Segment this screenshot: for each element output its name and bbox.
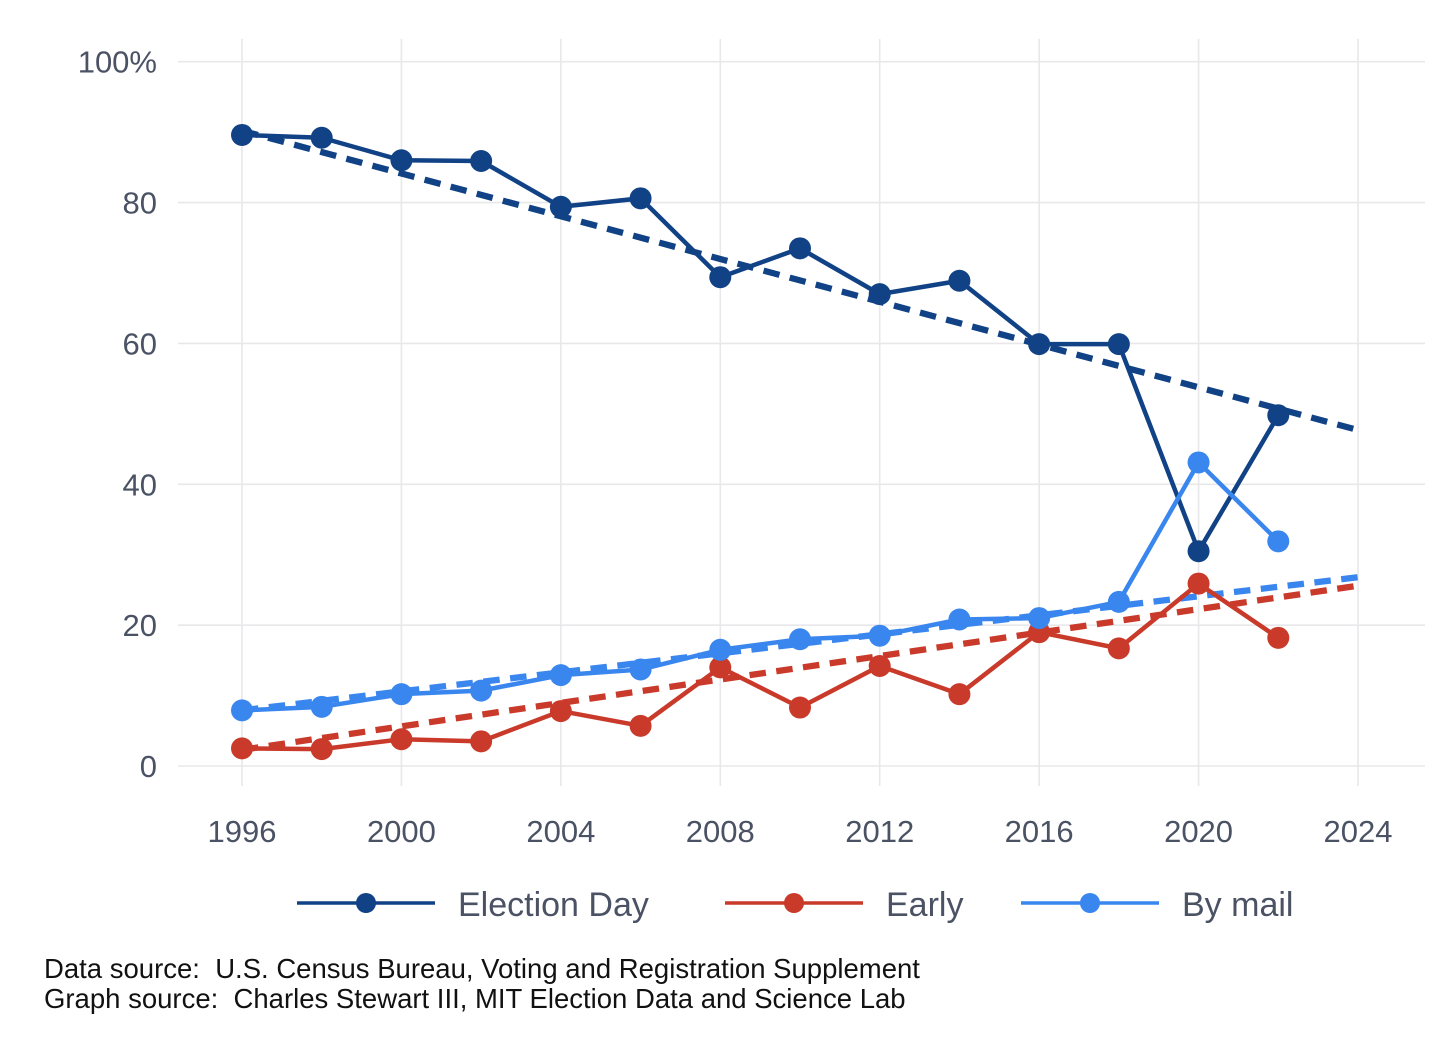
legend-label-early: Early	[886, 886, 963, 924]
data-point-by-mail-2008	[709, 638, 732, 661]
data-source-text: Data source: U.S. Census Bureau, Voting …	[44, 953, 920, 984]
data-point-election-day-2010	[788, 237, 811, 260]
series-line-by-mail	[239, 460, 1281, 713]
data-point-early-2012	[868, 654, 891, 677]
y-axis-tick-labels: 0 20 40 60 80 100%	[78, 45, 157, 784]
legend-label-by-mail: By mail	[1182, 886, 1293, 924]
data-point-election-day-2014	[948, 269, 971, 292]
data-point-by-mail-2014	[948, 608, 971, 631]
gridlines	[178, 39, 1425, 786]
series-lines	[239, 132, 1281, 752]
data-point-election-day-1996	[231, 123, 253, 146]
data-point-early-2020	[1187, 572, 1210, 595]
data-point-by-mail-1996	[231, 699, 253, 722]
x-tick-label-2012: 2012	[845, 814, 914, 849]
x-tick-label-2020: 2020	[1164, 814, 1233, 849]
y-tick-label-100: 100%	[78, 45, 157, 80]
legend-dot-icon	[784, 893, 804, 913]
data-point-early-2008	[709, 656, 732, 679]
legend-item-election-day: Election Day	[297, 886, 649, 924]
data-point-early-2006	[629, 714, 652, 737]
y-tick-label-60: 60	[123, 326, 157, 361]
data-point-by-mail-2012	[868, 624, 891, 647]
legend-item-by-mail: By mail	[1021, 886, 1293, 924]
legend-item-early: Early	[725, 886, 963, 924]
data-point-by-mail-2016	[1028, 607, 1051, 630]
data-point-early-2004	[549, 700, 572, 723]
legend-dot-icon	[1080, 893, 1100, 913]
data-point-early-2000	[390, 728, 413, 751]
y-tick-label-80: 80	[123, 186, 157, 221]
data-point-early-1998	[310, 738, 333, 761]
x-tick-label-2004: 2004	[526, 814, 595, 849]
x-axis-tick-labels: 1996 2000 2004 2008 2012 2016 2020 2024	[208, 814, 1393, 849]
chart-legend: Election Day Early By mail	[297, 886, 1293, 924]
data-point-early-2022	[1267, 626, 1290, 649]
x-tick-label-2024: 2024	[1324, 814, 1393, 849]
series-line-election-day	[239, 132, 1281, 554]
data-point-early-1996	[231, 737, 253, 760]
trend-lines	[241, 127, 1359, 753]
data-point-early-2010	[788, 696, 811, 719]
x-tick-label-2016: 2016	[1005, 814, 1074, 849]
data-point-by-mail-2022	[1267, 530, 1290, 553]
data-point-election-day-2022	[1267, 404, 1290, 427]
legend-label-election-day: Election Day	[458, 886, 649, 924]
data-point-by-mail-2020	[1187, 451, 1210, 474]
data-point-election-day-2016	[1028, 333, 1051, 356]
data-point-early-2002	[470, 730, 493, 753]
data-point-election-day-2012	[868, 283, 891, 306]
trend-line-early	[241, 582, 1359, 753]
y-tick-label-40: 40	[123, 467, 157, 502]
data-point-election-day-2004	[549, 195, 572, 218]
graph-source-text: Graph source: Charles Stewart III, MIT E…	[44, 983, 906, 1014]
x-tick-label-2000: 2000	[367, 814, 436, 849]
data-point-election-day-2006	[629, 187, 652, 210]
y-tick-label-0: 0	[140, 749, 157, 784]
data-point-election-day-2000	[390, 149, 413, 172]
x-tick-label-1996: 1996	[208, 814, 277, 849]
data-point-by-mail-2000	[390, 683, 413, 706]
data-point-election-day-1998	[310, 126, 333, 149]
y-tick-label-20: 20	[123, 608, 157, 643]
data-point-by-mail-2004	[549, 664, 572, 687]
data-point-by-mail-2010	[788, 628, 811, 651]
data-point-by-mail-2018	[1107, 590, 1130, 613]
legend-dot-icon	[356, 893, 376, 913]
data-point-by-mail-2002	[470, 679, 493, 702]
series-points	[231, 123, 1290, 761]
data-point-election-day-2018	[1107, 333, 1130, 356]
data-point-early-2014	[948, 683, 971, 706]
x-tick-label-2008: 2008	[686, 814, 755, 849]
data-point-early-2018	[1107, 637, 1130, 660]
data-point-by-mail-2006	[629, 658, 652, 681]
data-point-election-day-2020	[1187, 540, 1210, 563]
data-point-election-day-2002	[470, 150, 493, 173]
data-point-election-day-2008	[709, 266, 732, 289]
data-point-by-mail-1998	[310, 695, 333, 718]
trend-line-election-day	[241, 127, 1359, 434]
series-line-early	[239, 581, 1281, 752]
